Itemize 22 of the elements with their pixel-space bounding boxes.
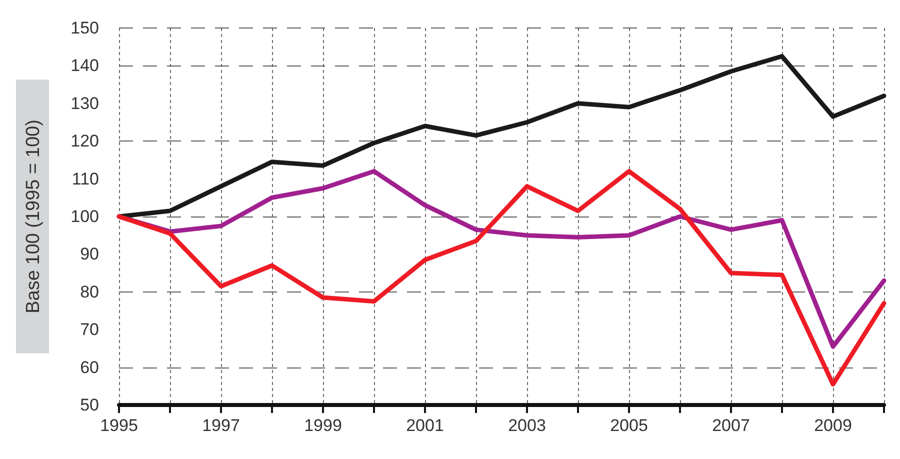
y-tick-label: 110 bbox=[72, 169, 99, 188]
x-tick-label: 2007 bbox=[712, 416, 750, 435]
y-tick-label: 140 bbox=[70, 56, 99, 76]
x-tick-label: 2005 bbox=[610, 416, 648, 435]
line-series bbox=[116, 169, 886, 387]
y-tick-label: 90 bbox=[80, 244, 99, 264]
x-tick-label: 2003 bbox=[508, 416, 546, 435]
y-tick-label: 150 bbox=[70, 18, 99, 38]
x-tick-label: 1995 bbox=[100, 416, 138, 435]
x-tick-label: 1997 bbox=[202, 416, 240, 435]
y-tick-label: 120 bbox=[70, 132, 99, 151]
x-tick-label: 2009 bbox=[814, 416, 852, 435]
x-tick-label: 2001 bbox=[406, 416, 444, 435]
y-tick-label: 100 bbox=[70, 207, 99, 226]
y-axis-title: Base 100 (1995 = 100) bbox=[23, 120, 44, 314]
y-tick-label: 130 bbox=[70, 94, 99, 113]
x-tick-label: 1999 bbox=[304, 416, 342, 435]
y-tick-label: 60 bbox=[80, 358, 99, 377]
y-tick-label: 80 bbox=[80, 282, 99, 302]
y-tick-label: 50 bbox=[80, 396, 99, 414]
y-tick-label: 70 bbox=[80, 320, 99, 340]
line-series bbox=[116, 54, 886, 219]
